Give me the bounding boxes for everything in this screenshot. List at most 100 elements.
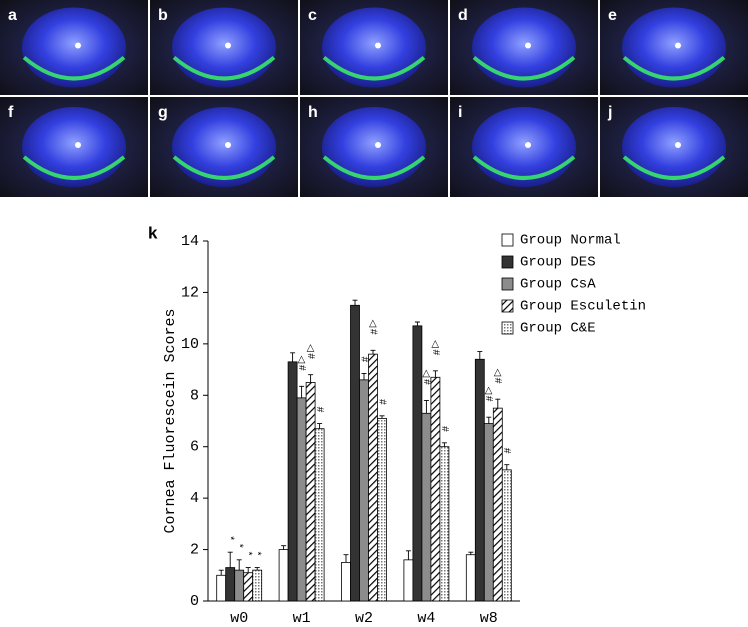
eye — [322, 7, 426, 88]
error-bar — [405, 550, 411, 560]
pupil-reflex — [525, 42, 531, 49]
error-bar — [236, 559, 242, 571]
y-tick-label: 2 — [190, 542, 199, 559]
error-bar — [379, 415, 385, 419]
significance-mark: # — [314, 407, 325, 413]
significance-mark: * — [225, 536, 236, 540]
photo-panel: j — [600, 97, 748, 197]
pupil-reflex — [375, 42, 381, 49]
photo-panel: b — [150, 0, 298, 95]
error-bar — [352, 299, 358, 306]
error-bar — [423, 399, 429, 414]
eye — [622, 7, 726, 88]
bar — [421, 412, 432, 602]
significance-mark: # — [439, 426, 450, 432]
significance-mark: △# — [367, 318, 378, 335]
y-tick-label: 0 — [190, 593, 199, 610]
panel-label: f — [8, 104, 14, 121]
bar — [483, 423, 494, 602]
legend-swatch — [501, 233, 514, 247]
pupil-reflex — [525, 142, 531, 148]
bar — [314, 428, 325, 602]
legend-label: Group Normal — [520, 233, 621, 249]
legend-swatch — [501, 299, 514, 313]
significance-mark: # — [376, 399, 387, 405]
y-tick-label: 8 — [190, 387, 199, 404]
significance-mark: * — [252, 552, 263, 556]
bar — [243, 572, 254, 602]
error-bar — [495, 398, 501, 409]
bar — [368, 353, 378, 602]
bar — [305, 382, 316, 602]
panel-label: a — [8, 7, 17, 24]
eye — [622, 107, 726, 187]
panel-label: d — [458, 7, 468, 24]
fluorescein-stain — [472, 55, 576, 81]
bar — [377, 418, 387, 602]
error-bar — [486, 416, 492, 424]
x-tick-label: w4 — [417, 610, 435, 627]
eye — [22, 7, 126, 88]
y-tick-label: 14 — [181, 233, 199, 250]
panel-label: e — [608, 7, 617, 24]
y-tick-label: 12 — [181, 284, 199, 301]
photo-panel: h — [300, 97, 448, 197]
error-bar — [290, 352, 296, 362]
bar — [234, 569, 245, 602]
error-bar — [317, 423, 323, 429]
fluorescein-stain — [172, 55, 276, 81]
photo-panel: f — [0, 97, 148, 197]
legend-label: Group Esculetin — [520, 299, 646, 315]
pupil-reflex — [75, 142, 81, 148]
error-bar — [299, 385, 305, 398]
pupil-reflex — [75, 42, 81, 49]
photo-panel: c — [300, 0, 448, 95]
bar — [492, 407, 503, 602]
y-tick-label: 10 — [181, 336, 199, 353]
x-tick-label: w2 — [355, 610, 373, 627]
panel-label: i — [458, 104, 462, 121]
photo-panel: i — [450, 97, 598, 197]
significance-mark: △# — [430, 339, 441, 356]
photo-panel: a — [0, 0, 148, 95]
pupil-reflex — [225, 142, 231, 148]
panel-label: j — [607, 104, 612, 121]
significance-mark: △# — [492, 367, 503, 384]
significance-mark: # — [501, 448, 512, 454]
eye — [472, 107, 576, 187]
eye — [472, 7, 576, 88]
significance-mark: △# — [305, 342, 316, 359]
panel-label: c — [308, 7, 317, 24]
bar — [252, 569, 263, 602]
fluorescein-stain — [22, 155, 126, 180]
eye — [172, 7, 276, 88]
panel-label: b — [158, 7, 168, 24]
eye — [172, 107, 276, 187]
error-bar — [281, 545, 287, 550]
bar — [296, 397, 307, 602]
significance-mark: * — [234, 544, 245, 548]
x-tick-label: w8 — [480, 610, 498, 627]
legend-swatch — [501, 321, 514, 335]
error-bar — [432, 370, 438, 378]
panel-label: g — [158, 104, 168, 121]
fluorescein-stain — [322, 155, 426, 180]
legend-swatch — [501, 277, 514, 291]
bar — [501, 469, 512, 602]
y-tick-label: 6 — [190, 439, 199, 456]
pupil-reflex — [675, 142, 681, 148]
legend-label: Group DES — [520, 255, 596, 271]
significance-mark: # — [358, 357, 369, 363]
bar — [412, 325, 423, 602]
error-bar — [254, 567, 260, 571]
pupil-reflex — [225, 42, 231, 49]
eye — [22, 107, 126, 187]
y-tick-label: 4 — [190, 490, 199, 507]
photo-panel: e — [600, 0, 748, 95]
legend-swatch — [501, 255, 514, 269]
eye — [322, 107, 426, 187]
error-bar — [477, 351, 483, 360]
photo-panel: g — [150, 97, 298, 197]
y-axis-title: Cornea Fluorescein Scores — [162, 308, 179, 533]
